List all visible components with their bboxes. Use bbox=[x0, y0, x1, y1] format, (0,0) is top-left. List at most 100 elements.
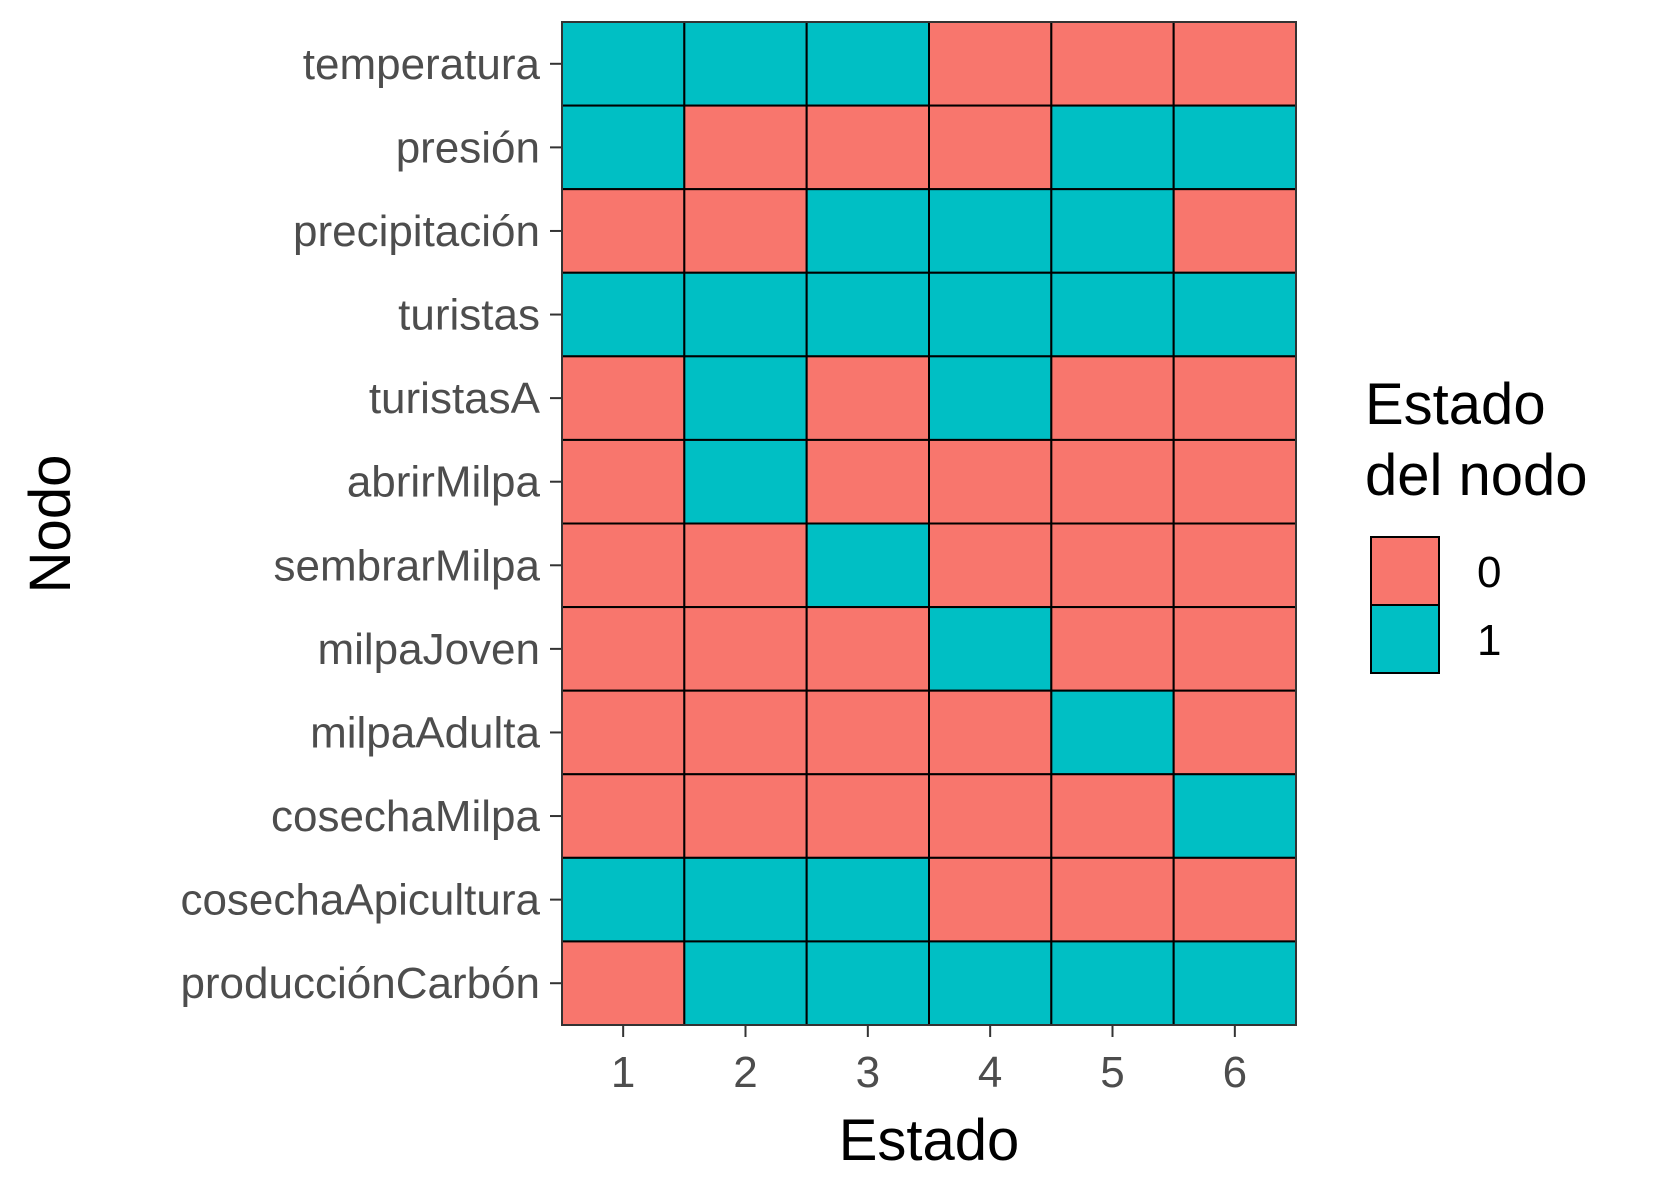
heatmap-cell bbox=[928, 689, 1053, 776]
y-tick-label: sembrarMilpa bbox=[273, 541, 540, 590]
y-tick-label: precipitación bbox=[293, 207, 540, 256]
x-tick-label: 2 bbox=[733, 1048, 757, 1097]
legend-title: Estado del nodo bbox=[1365, 372, 1588, 508]
heatmap-cell bbox=[1050, 689, 1175, 776]
y-tick-label: abrirMilpa bbox=[347, 458, 541, 507]
heatmap-cell bbox=[805, 689, 931, 776]
heatmap-cell bbox=[561, 689, 686, 776]
heatmap-cell bbox=[1172, 355, 1297, 441]
heatmap-cell bbox=[805, 522, 931, 609]
heatmap-cells bbox=[561, 21, 1297, 1027]
legend-title-line-1: Estado bbox=[1365, 372, 1546, 437]
y-tick-label: cosechaApicultura bbox=[180, 876, 540, 925]
heatmap-cell bbox=[561, 606, 686, 692]
heatmap-cell bbox=[928, 271, 1053, 358]
x-tick-label: 3 bbox=[856, 1048, 880, 1097]
heatmap-cell bbox=[805, 21, 931, 107]
x-axis-title: Estado bbox=[839, 1108, 1020, 1173]
heatmap-cell bbox=[1050, 21, 1175, 107]
legend-keys: 01 bbox=[1370, 536, 1501, 674]
y-tick-label: cosechaMilpa bbox=[271, 792, 541, 841]
heatmap-cell bbox=[805, 188, 931, 274]
x-tick-label: 5 bbox=[1100, 1048, 1124, 1097]
heatmap-cell bbox=[1172, 606, 1297, 692]
heatmap-cell bbox=[1050, 355, 1175, 441]
heatmap-cell bbox=[928, 104, 1053, 191]
heatmap-cell bbox=[1050, 271, 1175, 358]
heatmap-cell bbox=[928, 21, 1053, 107]
heatmap-cell bbox=[561, 940, 686, 1027]
heatmap-cell bbox=[928, 856, 1053, 943]
legend-key-swatch bbox=[1370, 604, 1440, 674]
heatmap-cell bbox=[1172, 689, 1297, 776]
heatmap-cell bbox=[683, 856, 808, 943]
heatmap-cell bbox=[1050, 104, 1175, 191]
x-tick-label: 1 bbox=[611, 1048, 635, 1097]
legend-key-label: 1 bbox=[1477, 616, 1501, 665]
heatmap-cell bbox=[805, 355, 931, 441]
heatmap-cell bbox=[928, 606, 1053, 692]
heatmap-cell bbox=[1172, 21, 1297, 107]
heatmap-cell bbox=[928, 940, 1053, 1027]
legend-key-label: 0 bbox=[1477, 548, 1501, 597]
heatmap-cell bbox=[805, 773, 931, 859]
heatmap-cell bbox=[683, 104, 808, 191]
heatmap-cell bbox=[561, 522, 686, 609]
y-tick-label: turistasA bbox=[369, 374, 541, 423]
heatmap-cell bbox=[1050, 522, 1175, 609]
heatmap-cell bbox=[1050, 606, 1175, 692]
heatmap-cell bbox=[928, 188, 1053, 274]
heatmap-cell bbox=[561, 21, 686, 107]
heatmap-cell bbox=[1172, 940, 1297, 1027]
y-tick-label: temperatura bbox=[303, 40, 541, 89]
heatmap-cell bbox=[805, 104, 931, 191]
heatmap-cell bbox=[928, 355, 1053, 441]
heatmap-cell bbox=[1050, 188, 1175, 274]
heatmap-cell bbox=[1050, 856, 1175, 943]
y-tick-label: milpaJoven bbox=[317, 625, 540, 674]
heatmap-cell bbox=[683, 355, 808, 441]
heatmap-cell bbox=[683, 940, 808, 1027]
x-tick-label: 6 bbox=[1223, 1048, 1247, 1097]
heatmap-cell bbox=[561, 355, 686, 441]
x-axis: 1 2 3 4 5 6 bbox=[611, 1025, 1247, 1097]
heatmap-cell bbox=[683, 689, 808, 776]
heatmap-cell bbox=[561, 104, 686, 191]
heatmap-cell bbox=[1172, 438, 1297, 525]
heatmap-cell bbox=[1050, 773, 1175, 859]
y-tick-label: presión bbox=[396, 123, 540, 172]
heatmap-cell bbox=[805, 438, 931, 525]
x-tick-label: 4 bbox=[978, 1048, 1002, 1097]
heatmap-cell bbox=[561, 188, 686, 274]
heatmap-cell bbox=[805, 606, 931, 692]
heatmap-cell bbox=[928, 773, 1053, 859]
heatmap-cell bbox=[1050, 940, 1175, 1027]
heatmap-cell bbox=[1172, 773, 1297, 859]
y-axis-title: Nodo bbox=[18, 455, 83, 594]
heatmap-cell bbox=[1172, 856, 1297, 943]
y-tick-label: producciónCarbón bbox=[180, 959, 540, 1008]
heatmap-cell bbox=[928, 438, 1053, 525]
heatmap-cell bbox=[683, 522, 808, 609]
y-axis: temperatura presión precipitación turistas t… bbox=[180, 40, 562, 1008]
heatmap-cell bbox=[683, 438, 808, 525]
heatmap-cell bbox=[683, 21, 808, 107]
heatmap-cell bbox=[683, 271, 808, 358]
panel-border bbox=[561, 21, 1297, 1026]
heatmap-cell bbox=[1172, 522, 1297, 609]
heatmap-cell bbox=[683, 188, 808, 274]
heatmap-cell bbox=[1172, 271, 1297, 358]
heatmap-cell bbox=[561, 438, 686, 525]
heatmap-cell bbox=[805, 856, 931, 943]
legend-key-swatch bbox=[1370, 536, 1440, 606]
heatmap-cell bbox=[805, 940, 931, 1027]
heatmap-cell bbox=[928, 522, 1053, 609]
y-tick-label: turistas bbox=[398, 291, 540, 340]
heatmap-cell bbox=[683, 606, 808, 692]
heatmap-cell bbox=[1172, 188, 1297, 274]
heatmap-cell bbox=[561, 271, 686, 358]
y-tick-label: milpaAdulta bbox=[310, 708, 540, 757]
heatmap-cell bbox=[1172, 104, 1297, 191]
heatmap-cell bbox=[561, 856, 686, 943]
